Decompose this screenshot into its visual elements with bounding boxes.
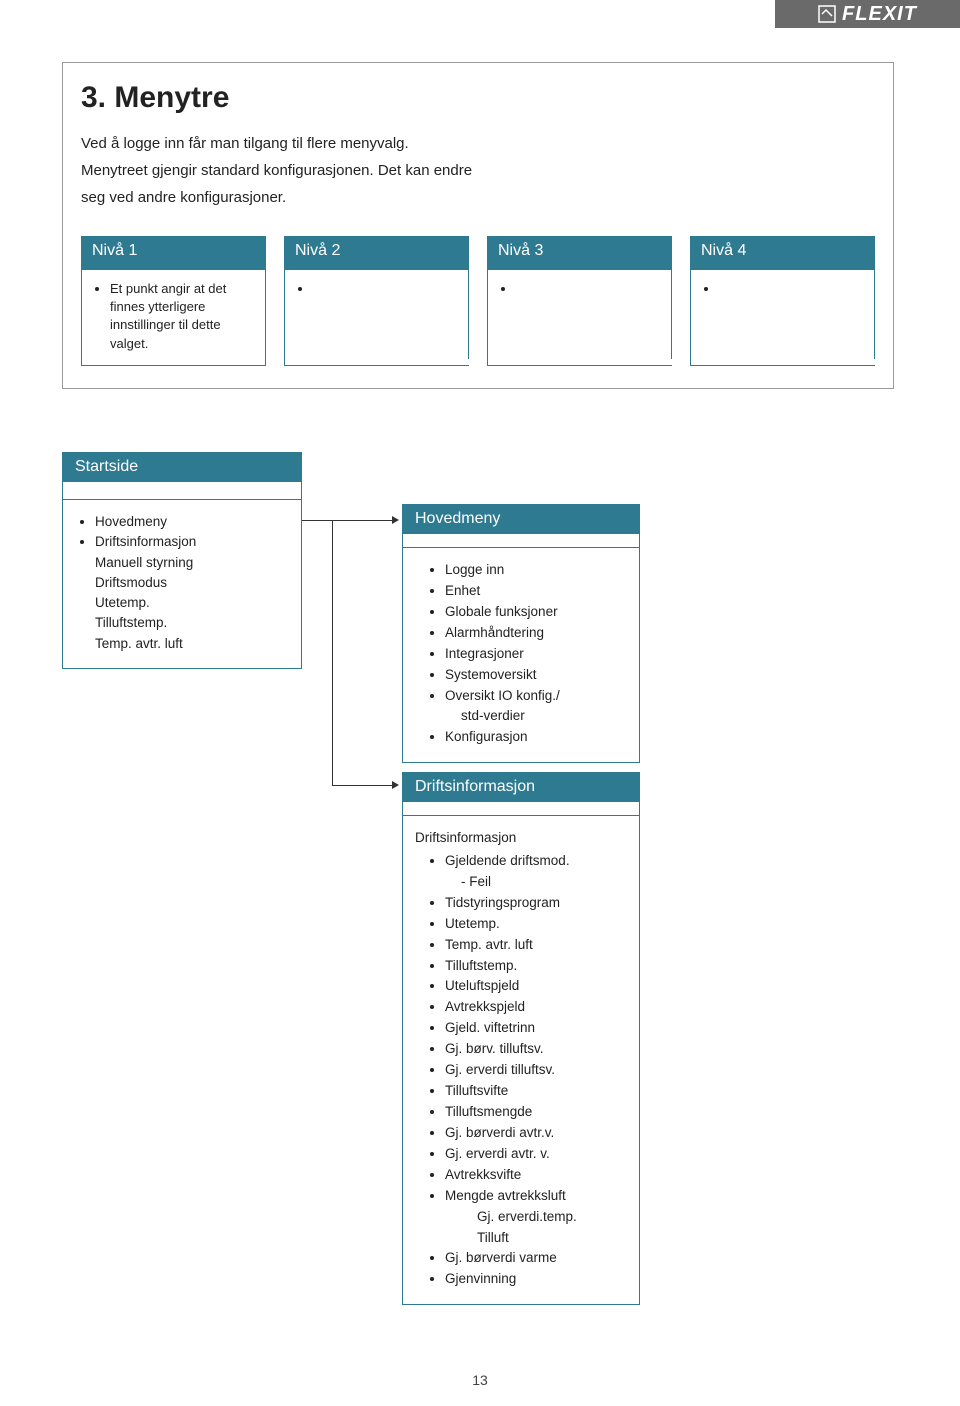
list-item: Gj. erverdi avtr. v. [445,1144,629,1165]
list-item: Enhet [445,581,629,602]
list-item: Tilluftsmengde [445,1102,629,1123]
connector-line [302,520,332,521]
list-item: Manuell styrning [95,553,291,573]
brand-name: FLEXIT [842,3,917,26]
list-item: Hovedmeny [95,512,291,532]
list-item: Avtrekkspjeld [445,997,629,1018]
section-box: 3. Menytre Ved å logge inn får man tilga… [62,62,894,389]
level-header: Nivå 2 [285,236,469,269]
page-number: 13 [0,1372,960,1388]
list-item: Utetemp. [445,914,629,935]
arrow-icon [392,781,399,789]
level-body [488,269,672,359]
hovedmeny-header: Hovedmeny [403,504,639,534]
level-body [691,269,875,359]
list-item: Tilluftsvifte [445,1081,629,1102]
list-item: Gjeldende driftsmod. [445,851,629,872]
level-item [719,280,866,298]
list-item: Uteluftspjeld [445,976,629,997]
connector-line [332,520,333,785]
list-item: Utetemp. [95,593,291,613]
list-item: Gj. børv. tilluftsv. [445,1039,629,1060]
section-heading: 3. Menytre [81,81,875,115]
list-item: Tilluftstemp. [95,613,291,633]
list-item: Driftsmodus [95,573,291,593]
driftsinfo-subtitle: Driftsinformasjon [415,828,629,849]
list-item: Gjenvinning [445,1269,629,1290]
level-header: Nivå 4 [691,236,875,269]
level-box-3: Nivå 3 [487,236,672,366]
list-item: Globale funksjoner [445,602,629,623]
spacer [403,534,639,548]
list-item: Alarmhåndtering [445,623,629,644]
arrow-icon [392,516,399,524]
spacer [63,482,301,500]
level-box-4: Nivå 4 [690,236,875,366]
driftsinfo-body: Driftsinformasjon Gjeldende driftsmod. -… [403,816,639,1304]
list-item: Mengde avtrekksluft [445,1186,629,1207]
connector-line [332,520,392,521]
intro-line-1: Ved å logge inn får man tilgang til fler… [81,133,875,154]
level-item [313,280,460,298]
intro-line-2: Menytreet gjengir standard konfigurasjon… [81,160,875,181]
list-item: Avtrekksvifte [445,1165,629,1186]
level-item: Et punkt angir at det finnes ytterligere… [110,280,257,353]
list-item: Integrasjoner [445,644,629,665]
connector-line [332,785,392,786]
list-item: Konfigurasjon [445,727,629,748]
hovedmeny-body: Logge inn Enhet Globale funksjoner Alarm… [403,548,639,762]
section-intro: Ved å logge inn får man tilgang til fler… [81,133,875,208]
list-item: Tidstyringsprogram [445,893,629,914]
list-item: Logge inn [445,560,629,581]
brand-icon [818,5,836,23]
hovedmeny-box: Hovedmeny Logge inn Enhet Globale funksj… [402,504,640,763]
level-header: Nivå 1 [82,236,266,269]
list-item: Temp. avtr. luft [445,935,629,956]
levels-row: Nivå 1 Et punkt angir at det finnes ytte… [81,236,875,366]
sub-line: Gj. erverdi.temp. [413,1207,629,1228]
intro-line-3: seg ved andre konfigurasjoner. [81,187,875,208]
driftsinfo-box: Driftsinformasjon Driftsinformasjon Gjel… [402,772,640,1305]
level-header: Nivå 3 [488,236,672,269]
startside-box: Startside Hovedmeny Driftsinformasjon Ma… [62,452,302,669]
list-item: Systemoversikt [445,665,629,686]
list-item: Oversikt IO konfig./ [445,686,629,707]
spacer [403,802,639,816]
list-item: Driftsinformasjon [95,532,291,552]
level-item [516,280,663,298]
level-box-1: Nivå 1 Et punkt angir at det finnes ytte… [81,236,266,366]
level-body: Et punkt angir at det finnes ytterligere… [82,269,266,365]
level-box-2: Nivå 2 [284,236,469,366]
sub-line: Tilluft [413,1228,629,1249]
startside-body: Hovedmeny Driftsinformasjon Manuell styr… [63,500,301,668]
brand-bar: FLEXIT [775,0,960,28]
list-item: Gjeld. viftetrinn [445,1018,629,1039]
list-item: Gj. børverdi varme [445,1248,629,1269]
list-item: Temp. avtr. luft [95,634,291,654]
sub-line: std-verdier [413,706,629,727]
startside-header: Startside [63,452,301,482]
sub-line: - Feil [413,872,629,893]
list-item: Gj. børverdi avtr.v. [445,1123,629,1144]
driftsinfo-header: Driftsinformasjon [403,772,639,802]
list-item: Gj. erverdi tilluftsv. [445,1060,629,1081]
level-body [285,269,469,359]
list-item: Tilluftstemp. [445,956,629,977]
